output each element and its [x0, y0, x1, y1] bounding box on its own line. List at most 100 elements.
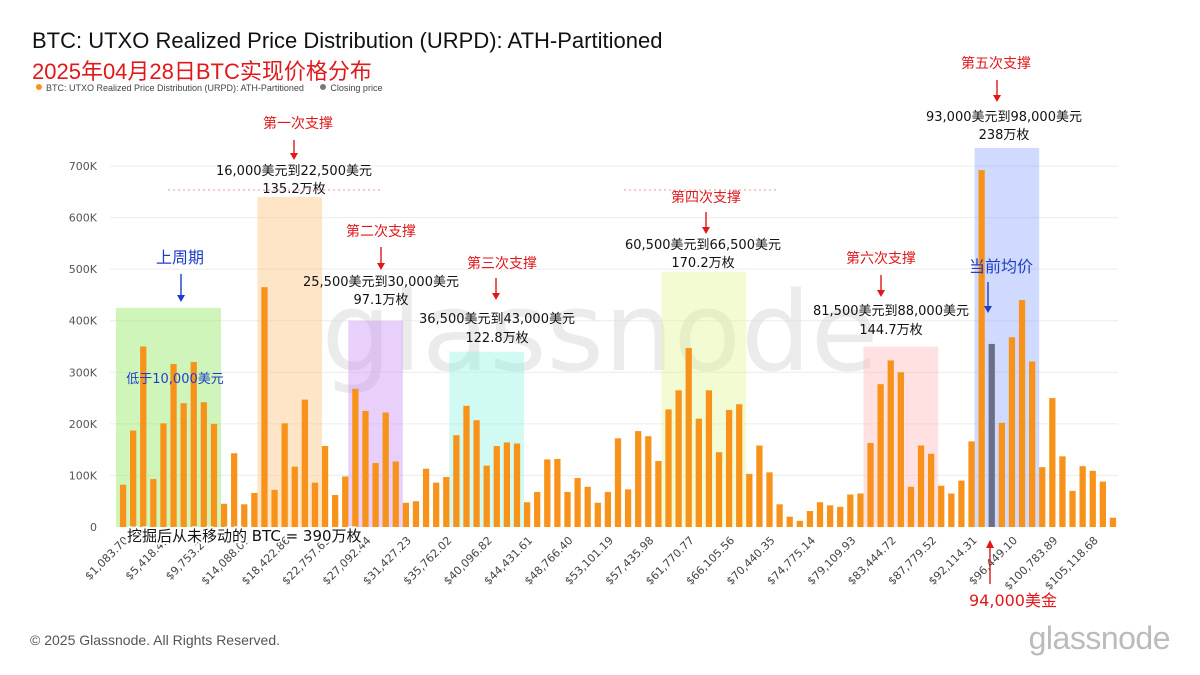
legend-label: Closing price	[330, 83, 383, 93]
support-zone	[661, 271, 747, 527]
bar	[998, 422, 1005, 527]
arrow-head-icon	[177, 295, 185, 302]
bar	[200, 402, 207, 527]
bar	[311, 482, 319, 527]
support-zone	[257, 196, 323, 527]
bar	[231, 453, 238, 527]
unmoved-btc-note: 挖掘后从未移动的 BTC = 390万枚	[127, 527, 362, 545]
zone-label: 第一次支撑	[263, 115, 333, 132]
bar	[392, 461, 399, 527]
bar	[1008, 337, 1016, 527]
bar	[958, 480, 965, 527]
zone-range: 36,500美元到43,000美元	[419, 312, 575, 327]
bar	[210, 423, 218, 527]
bar	[645, 436, 652, 527]
current-price-label: 94,000美金	[969, 591, 1057, 610]
chart-title: BTC: UTXO Realized Price Distribution (U…	[32, 28, 663, 53]
bar	[402, 502, 410, 527]
zone-amount: 122.8万枚	[465, 331, 528, 346]
bar	[867, 442, 874, 527]
bar	[796, 520, 803, 527]
zone-amount: 144.7万枚	[859, 323, 922, 338]
bar	[190, 361, 197, 527]
bar	[443, 476, 450, 527]
closing-price-bar	[988, 343, 995, 527]
y-tick-label: 400K	[69, 315, 98, 328]
bar	[251, 492, 258, 527]
bar	[756, 445, 763, 527]
support-zone	[974, 147, 1040, 527]
bar	[695, 418, 702, 527]
bar	[1109, 517, 1117, 527]
zone-amount: 238万枚	[979, 128, 1030, 143]
bar	[675, 390, 682, 527]
zone-range: 81,500美元到88,000美元	[813, 304, 969, 319]
bar	[978, 170, 985, 527]
arrow-head-icon	[993, 95, 1001, 102]
legend: BTC: UTXO Realized Price Distribution (U…	[36, 83, 396, 93]
legend-label: BTC: UTXO Realized Price Distribution (U…	[46, 83, 304, 93]
bar	[705, 390, 713, 527]
bar	[534, 491, 541, 527]
y-tick-label: 600K	[69, 212, 98, 225]
bar	[736, 404, 743, 527]
bar	[725, 409, 733, 527]
bar	[715, 452, 723, 527]
arrow-head-icon	[377, 263, 385, 270]
y-tick-label: 700K	[69, 160, 98, 173]
bar	[1039, 467, 1046, 527]
watermark-logo: glassnode	[322, 268, 879, 396]
bar	[635, 431, 642, 527]
bar	[746, 473, 753, 527]
bar	[382, 412, 389, 527]
bar	[301, 399, 308, 527]
glassnode-logo: glassnode	[1028, 620, 1171, 656]
zone-amount: 97.1万枚	[354, 293, 409, 308]
bar	[1018, 300, 1026, 527]
legend-item-urpd[interactable]: BTC: UTXO Realized Price Distribution (U…	[36, 83, 304, 93]
bar	[594, 502, 601, 527]
bar	[362, 410, 369, 527]
zone-range: 16,000美元到22,500美元	[216, 164, 372, 179]
arrow-head-icon	[492, 293, 500, 300]
y-tick-label: 500K	[69, 263, 98, 276]
y-tick-label: 0	[90, 521, 97, 534]
bar	[584, 486, 591, 527]
bar	[332, 495, 339, 527]
arrow-head-icon	[986, 540, 994, 548]
bar	[1049, 398, 1056, 527]
bar	[523, 502, 531, 527]
zone-range: 低于10,000美元	[126, 372, 224, 387]
zone-amount: 170.2万枚	[671, 256, 734, 271]
zone-label: 第五次支撑	[961, 55, 1031, 72]
bar	[352, 388, 359, 527]
bar	[857, 493, 864, 527]
bar	[291, 466, 298, 527]
zone-label: 第四次支撑	[671, 189, 741, 206]
bar	[948, 493, 955, 527]
bar	[271, 489, 278, 527]
bar	[554, 458, 561, 527]
arrow-head-icon	[702, 227, 710, 234]
bar	[422, 468, 430, 527]
bar	[604, 491, 612, 527]
bar	[837, 506, 844, 527]
zone-label: 第二次支撑	[346, 223, 416, 240]
copyright: © 2025 Glassnode. All Rights Reserved.	[30, 632, 281, 648]
bar	[685, 348, 692, 527]
bar	[786, 516, 793, 527]
arrow-head-icon	[877, 290, 885, 297]
bar	[928, 453, 935, 527]
bar	[493, 446, 500, 527]
bar	[130, 430, 137, 527]
zone-label: 上周期	[156, 248, 204, 267]
bar	[119, 484, 127, 527]
bar	[776, 504, 783, 527]
bar	[766, 472, 773, 527]
arrow-head-icon	[290, 153, 298, 160]
bar	[624, 489, 632, 527]
bar	[1089, 470, 1096, 527]
legend-item-closing[interactable]: Closing price	[320, 83, 382, 93]
bar	[665, 409, 672, 527]
